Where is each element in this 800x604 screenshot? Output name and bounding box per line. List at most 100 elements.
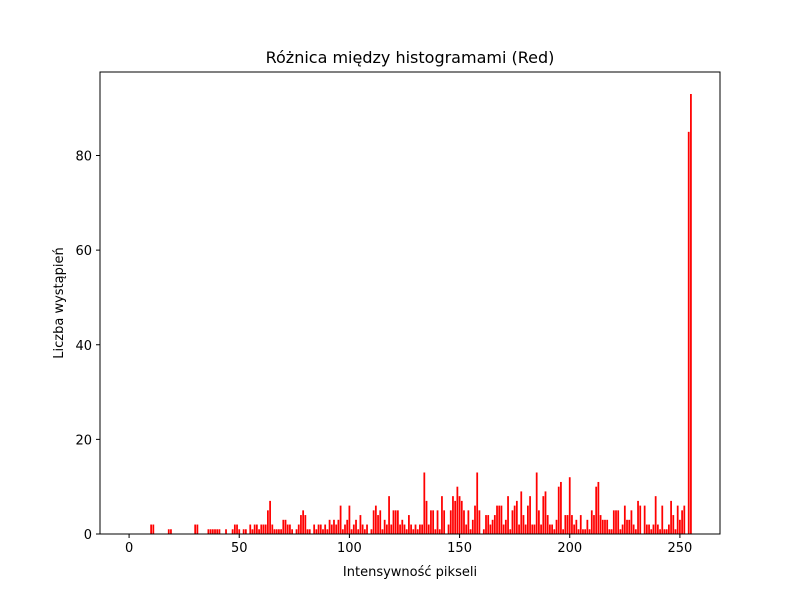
bar	[408, 515, 410, 534]
bar	[452, 496, 454, 534]
bar	[526, 505, 529, 534]
bar	[601, 519, 604, 534]
bar	[251, 529, 254, 534]
bar	[654, 496, 657, 534]
bar	[330, 524, 333, 534]
bar	[474, 505, 476, 534]
bar	[443, 510, 446, 534]
bar	[467, 510, 470, 534]
bar	[606, 519, 609, 534]
bar	[414, 524, 417, 534]
bar	[513, 505, 516, 534]
bar	[597, 481, 600, 534]
bar	[357, 529, 360, 534]
bar	[403, 524, 406, 534]
bar	[355, 519, 357, 534]
bar	[352, 524, 355, 534]
bar	[216, 529, 219, 534]
bar	[465, 524, 468, 534]
bar	[436, 510, 439, 534]
bar	[278, 529, 280, 534]
bar	[524, 524, 527, 534]
bar	[425, 500, 428, 534]
bar	[255, 524, 258, 534]
bar	[643, 505, 646, 534]
bar	[469, 529, 472, 534]
bar	[542, 496, 545, 534]
bar	[571, 515, 573, 534]
bar	[659, 529, 661, 534]
bar	[350, 529, 353, 534]
bar	[645, 524, 648, 534]
bar	[544, 491, 547, 534]
bar	[599, 515, 602, 534]
bar	[577, 529, 580, 534]
bar	[690, 94, 692, 534]
bar	[397, 510, 399, 534]
bar	[328, 519, 331, 534]
bar	[615, 510, 617, 534]
bar	[553, 529, 556, 534]
bar	[315, 529, 318, 534]
bar	[412, 529, 415, 534]
bar	[313, 524, 316, 534]
bar	[297, 524, 300, 534]
bar	[496, 505, 498, 534]
bar	[590, 510, 593, 534]
bar	[269, 500, 271, 534]
bar	[540, 524, 542, 534]
bar	[674, 529, 677, 534]
bar	[652, 524, 655, 534]
bar	[218, 529, 221, 534]
bar	[170, 529, 172, 534]
bar	[438, 529, 441, 534]
bar	[410, 524, 412, 534]
bar	[317, 524, 320, 534]
bar	[608, 529, 611, 534]
plot-frame	[99, 71, 721, 535]
bar	[333, 519, 335, 534]
bar	[319, 524, 322, 534]
bar	[619, 529, 622, 534]
bar	[628, 519, 631, 534]
bar	[493, 515, 496, 534]
bar	[566, 515, 569, 534]
bar	[359, 515, 362, 534]
bar	[535, 472, 538, 534]
bar	[244, 529, 247, 534]
bar	[626, 519, 628, 534]
bar	[242, 529, 245, 534]
bar	[372, 510, 375, 534]
bar	[423, 472, 426, 534]
bar	[507, 496, 509, 534]
bar	[394, 510, 397, 534]
bar	[463, 510, 465, 534]
bar	[632, 524, 635, 534]
bar	[196, 524, 199, 534]
bar	[225, 529, 227, 534]
y-tick-label: 20	[75, 433, 92, 448]
bar	[533, 524, 536, 534]
bar	[562, 529, 565, 534]
bar	[515, 500, 518, 534]
bar	[167, 529, 170, 534]
bar	[383, 519, 386, 534]
y-tick-label: 80	[75, 150, 92, 165]
bar	[273, 529, 276, 534]
bar	[502, 524, 505, 534]
bar	[214, 529, 216, 534]
bar	[584, 529, 587, 534]
bar	[476, 472, 479, 534]
bar	[275, 529, 278, 534]
bar	[284, 519, 287, 534]
bar	[379, 510, 382, 534]
bar	[549, 524, 551, 534]
chart-title: Różnica między histogramami (Red)	[266, 48, 555, 67]
bar	[385, 524, 388, 534]
bar	[392, 510, 395, 534]
bar	[377, 515, 379, 534]
bar	[568, 477, 571, 534]
bar	[260, 524, 263, 534]
